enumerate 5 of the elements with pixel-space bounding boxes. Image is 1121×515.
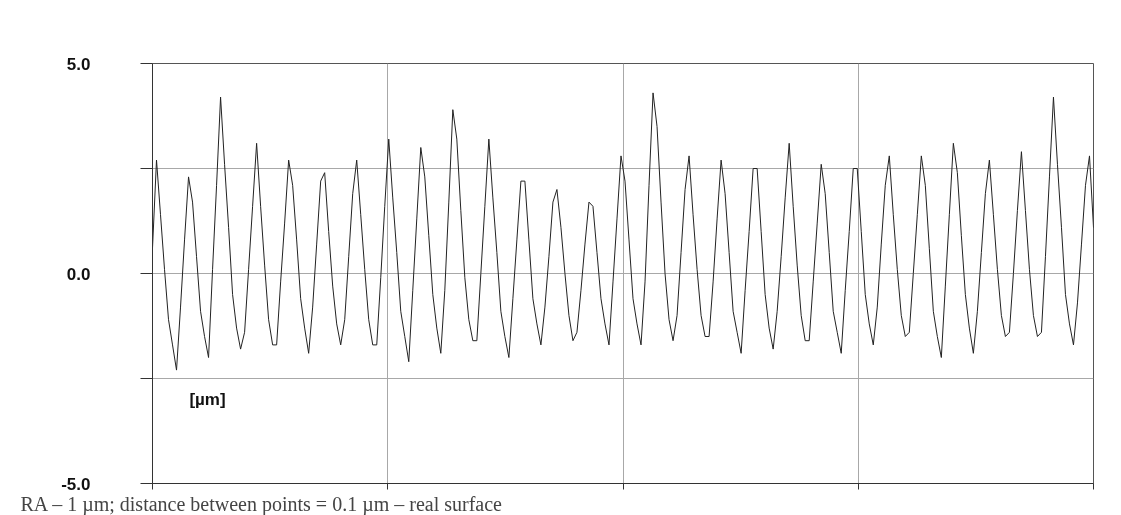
y-tick-label: 5.0 — [66, 54, 91, 74]
y-axis-title: [µm] — [189, 390, 226, 409]
y-tick-label: -5.0 — [61, 474, 91, 494]
text: RA – 1 µm; distance between points = 0.1 µm – real surface — [20, 492, 503, 515]
y-tick-label: 0.0 — [66, 264, 91, 284]
